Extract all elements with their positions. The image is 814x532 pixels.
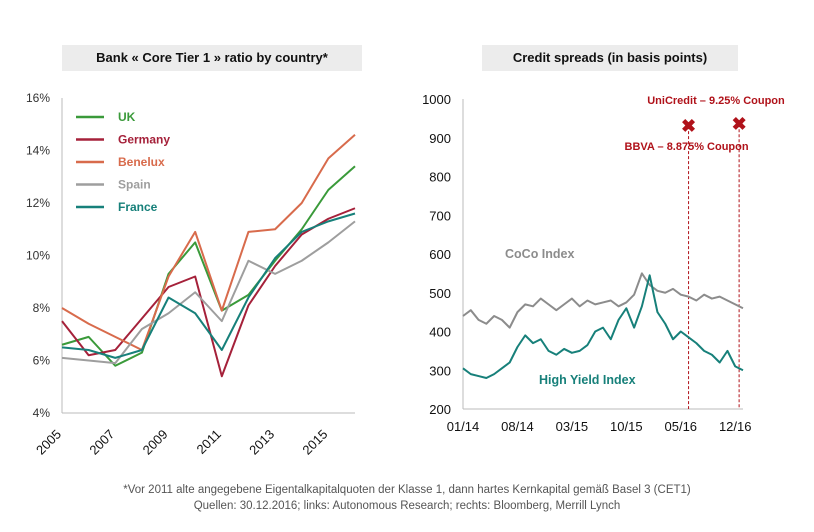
left-y-tick: 8%: [33, 301, 51, 315]
left-x-tick: 2013: [246, 427, 277, 458]
series-line-benelux: [61, 134, 356, 351]
left-y-tick: 6%: [33, 354, 51, 368]
annotation-unicredit: UniCredit – 9.25% Coupon: [647, 95, 785, 107]
right-x-tick: 01/14: [447, 419, 480, 434]
left-chart-title: Bank « Core Tier 1 » ratio by country*: [62, 45, 362, 71]
left-x-tick: 2015: [299, 427, 330, 458]
series-line-spain: [61, 220, 356, 365]
left-x-tick: 2007: [86, 427, 117, 458]
series-line-coco-index: [462, 272, 744, 329]
legend-label-benelux: Benelux: [118, 155, 165, 169]
annotation-bbva: BBVA – 8.875% Coupon: [625, 141, 749, 153]
series-line-high-yield-index: [462, 274, 744, 379]
right-y-tick: 500: [429, 286, 451, 301]
source-note: Quellen: 30.12.2016; links: Autonomous R…: [193, 500, 621, 512]
coupon-x-icon: ✖: [732, 114, 747, 134]
right-y-tick: 200: [429, 402, 451, 417]
right-chart-title: Credit spreads (in basis points): [482, 45, 738, 71]
legend-label-spain: Spain: [118, 178, 151, 192]
right-y-tick: 300: [429, 363, 451, 378]
left-y-tick: 14%: [26, 144, 50, 158]
legend-label-france: France: [118, 200, 158, 214]
series-label-high-yield-index: High Yield Index: [539, 373, 636, 387]
left-y-tick: 12%: [26, 196, 50, 210]
series-line-france: [61, 212, 356, 359]
legend-label-uk: UK: [118, 110, 136, 124]
right-x-tick: 03/15: [556, 419, 589, 434]
right-x-tick: 12/16: [719, 419, 752, 434]
left-x-tick: 2011: [194, 427, 224, 457]
series-line-germany: [61, 207, 356, 378]
left-x-tick: 2009: [140, 427, 171, 458]
right-x-tick: 05/16: [665, 419, 698, 434]
left-y-tick: 4%: [33, 406, 51, 420]
right-y-tick: 900: [429, 131, 451, 146]
right-y-tick: 700: [429, 208, 451, 223]
footnote: *Vor 2011 alte angegebene Eigentalkapita…: [123, 484, 691, 496]
right-y-tick: 1000: [422, 92, 451, 107]
series-line-uk: [61, 165, 356, 367]
series-label-coco-index: CoCo Index: [505, 247, 574, 261]
left-y-tick: 10%: [26, 249, 50, 263]
right-y-tick: 400: [429, 325, 451, 340]
right-x-tick: 08/14: [501, 419, 534, 434]
left-y-tick: 16%: [26, 91, 50, 105]
legend-label-germany: Germany: [118, 133, 170, 147]
right-y-tick: 600: [429, 247, 451, 262]
left-x-tick: 2005: [33, 427, 64, 458]
coupon-x-icon: ✖: [681, 116, 696, 136]
right-y-tick: 800: [429, 170, 451, 185]
right-x-tick: 10/15: [610, 419, 643, 434]
